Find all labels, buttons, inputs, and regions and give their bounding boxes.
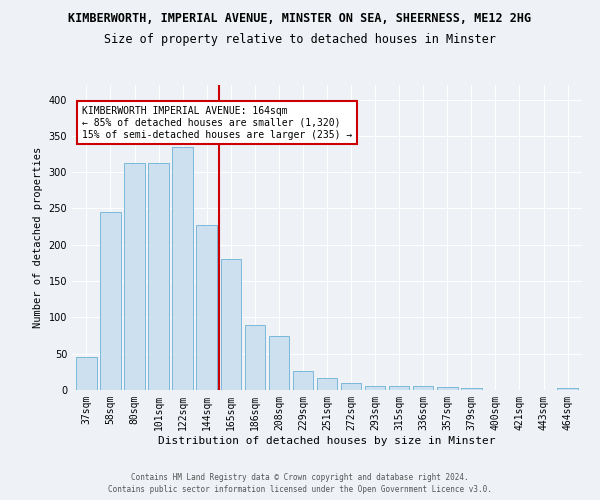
- Bar: [389, 386, 409, 390]
- Bar: [148, 164, 169, 390]
- Y-axis label: Number of detached properties: Number of detached properties: [33, 147, 43, 328]
- Bar: [269, 336, 289, 390]
- Bar: [461, 388, 482, 390]
- Bar: [293, 371, 313, 390]
- X-axis label: Distribution of detached houses by size in Minster: Distribution of detached houses by size …: [158, 436, 496, 446]
- Bar: [124, 164, 145, 390]
- Bar: [172, 146, 193, 390]
- Bar: [245, 324, 265, 390]
- Bar: [413, 386, 433, 390]
- Bar: [341, 382, 361, 390]
- Bar: [365, 386, 385, 390]
- Text: KIMBERWORTH, IMPERIAL AVENUE, MINSTER ON SEA, SHEERNESS, ME12 2HG: KIMBERWORTH, IMPERIAL AVENUE, MINSTER ON…: [68, 12, 532, 26]
- Text: Contains HM Land Registry data © Crown copyright and database right 2024.: Contains HM Land Registry data © Crown c…: [131, 472, 469, 482]
- Bar: [100, 212, 121, 390]
- Bar: [557, 388, 578, 390]
- Text: Size of property relative to detached houses in Minster: Size of property relative to detached ho…: [104, 32, 496, 46]
- Bar: [317, 378, 337, 390]
- Bar: [196, 225, 217, 390]
- Text: KIMBERWORTH IMPERIAL AVENUE: 164sqm
← 85% of detached houses are smaller (1,320): KIMBERWORTH IMPERIAL AVENUE: 164sqm ← 85…: [82, 106, 352, 140]
- Bar: [76, 358, 97, 390]
- Bar: [221, 258, 241, 390]
- Text: Contains public sector information licensed under the Open Government Licence v3: Contains public sector information licen…: [108, 485, 492, 494]
- Bar: [437, 387, 458, 390]
